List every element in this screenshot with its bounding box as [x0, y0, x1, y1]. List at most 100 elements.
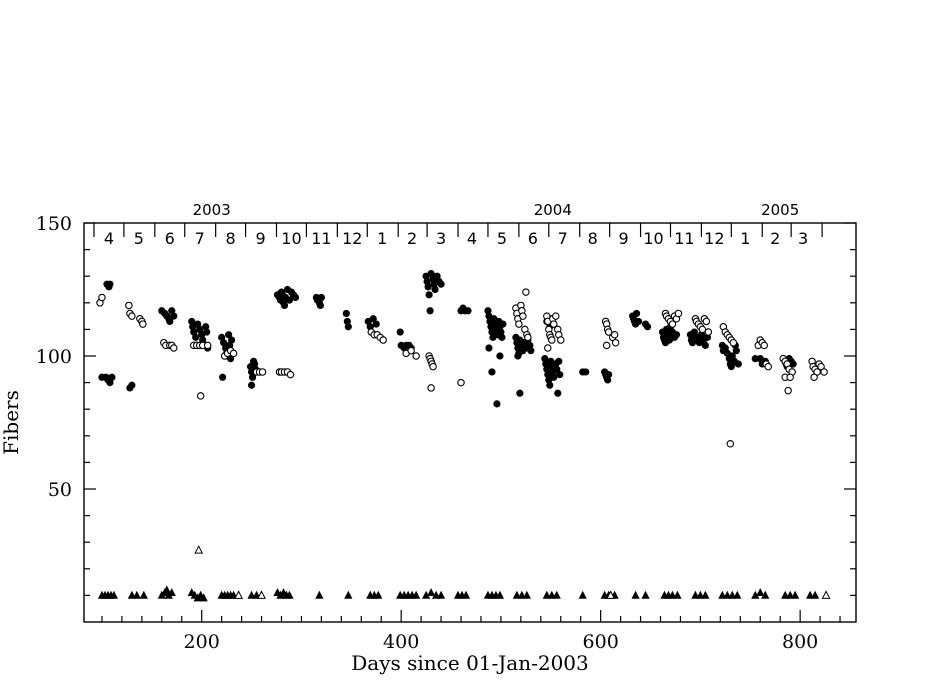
open-circle-point: [457, 378, 465, 387]
filled-triangle-point: [461, 590, 471, 599]
open-circle-point: [519, 312, 527, 320]
filled-circle-point: [369, 315, 377, 323]
filled-circle-point: [426, 307, 434, 315]
open-circle-point: [203, 341, 212, 350]
open-circle-point: [702, 317, 711, 326]
filled-circle-point: [527, 347, 535, 355]
open-circle-point: [550, 320, 558, 328]
filled-triangle-point: [718, 590, 727, 599]
filled-circle-point: [498, 333, 506, 341]
filled-triangle-point: [139, 590, 148, 599]
filled-circle-point: [514, 352, 522, 360]
open-circle-point: [379, 336, 387, 344]
filled-circle-point: [553, 365, 561, 373]
open-circle-point: [429, 362, 437, 371]
plot-frame: [83, 222, 857, 623]
open-circle-point: [170, 344, 178, 352]
month-label: 4: [467, 229, 477, 248]
filled-triangle-point: [522, 590, 531, 599]
open-circle-point: [544, 344, 552, 352]
filled-triangle-point: [786, 590, 795, 599]
filled-circle-point: [485, 344, 493, 352]
open-circle-point: [760, 341, 768, 350]
data-points: [96, 269, 831, 602]
open-circle-point: [548, 336, 556, 344]
filled-circle-point: [499, 320, 507, 328]
open-circle-point: [128, 312, 136, 320]
open-circle-point: [704, 328, 713, 336]
month-label: 5: [134, 229, 144, 248]
filled-triangle-point: [542, 590, 551, 599]
open-circle-point: [784, 386, 792, 395]
open-triangle-point: [821, 590, 831, 599]
open-circle-point: [820, 368, 828, 376]
month-label: 9: [255, 229, 265, 248]
year-label: 2004: [534, 201, 572, 219]
open-circle-point: [196, 392, 205, 400]
filled-circle-point: [248, 373, 257, 381]
filled-triangle-point: [344, 590, 353, 599]
filled-circle-point: [372, 320, 380, 328]
filled-triangle-point: [167, 588, 176, 597]
x-tick-label: 200: [184, 631, 220, 653]
filled-triangle-point: [631, 590, 640, 599]
filled-circle-point: [643, 323, 652, 331]
filled-circle-point: [396, 328, 404, 336]
filled-circle-point: [634, 317, 643, 326]
filled-triangle-point: [641, 590, 650, 599]
filled-circle-point: [605, 371, 613, 379]
open-circle-point: [786, 373, 794, 382]
filled-circle-point: [128, 381, 136, 389]
filled-triangle-point: [691, 590, 700, 599]
x-tick-label: 600: [583, 631, 619, 653]
filled-triangle-point: [761, 590, 770, 599]
filled-triangle-point: [696, 590, 705, 599]
filled-circle-point: [431, 285, 439, 294]
filled-circle-point: [291, 293, 300, 302]
filled-circle-point: [203, 328, 211, 336]
open-circle-point: [412, 352, 420, 360]
month-label: 10: [281, 229, 301, 248]
month-label: 8: [588, 229, 598, 248]
month-label: 1: [377, 229, 387, 248]
filled-triangle-point: [756, 588, 765, 597]
month-label: 12: [704, 229, 724, 248]
y-axis-label: Fibers: [0, 390, 23, 455]
filled-circle-point: [425, 291, 433, 299]
filled-triangle-point: [512, 590, 521, 599]
filled-circle-point: [225, 331, 233, 339]
filled-circle-point: [247, 381, 256, 389]
x-tick-label: 400: [383, 631, 419, 653]
x-tick-label: 800: [782, 631, 818, 653]
filled-circle-point: [632, 309, 641, 318]
open-circle-point: [125, 301, 133, 310]
filled-circle-point: [316, 301, 324, 310]
open-circle-point: [139, 320, 147, 328]
open-triangle-point: [257, 590, 266, 599]
y-tick-label: 150: [36, 213, 72, 235]
month-label: 12: [342, 229, 362, 248]
filled-triangle-point: [578, 590, 587, 599]
open-circle-point: [726, 440, 735, 448]
month-label: 2: [407, 229, 417, 248]
x-axis-label: Days since 01-Jan-2003: [351, 651, 589, 675]
open-circle-point: [698, 325, 707, 334]
open-triangle-point: [234, 590, 244, 599]
year-label: 2005: [761, 201, 799, 219]
filled-triangle-point: [701, 590, 710, 599]
filled-triangle-point: [374, 590, 383, 599]
month-label: 7: [195, 229, 205, 248]
filled-triangle-point: [247, 590, 256, 599]
open-triangle-point: [194, 545, 204, 554]
filled-circle-point: [554, 389, 562, 397]
open-circle-point: [611, 338, 620, 347]
open-triangle-point: [606, 590, 616, 599]
open-circle-point: [668, 320, 677, 328]
open-circle-point: [604, 328, 613, 336]
month-label: 6: [165, 229, 175, 248]
filled-triangle-point: [811, 590, 820, 599]
filled-circle-point: [582, 368, 590, 376]
month-label: 6: [528, 229, 538, 248]
filled-circle-point: [496, 352, 504, 360]
